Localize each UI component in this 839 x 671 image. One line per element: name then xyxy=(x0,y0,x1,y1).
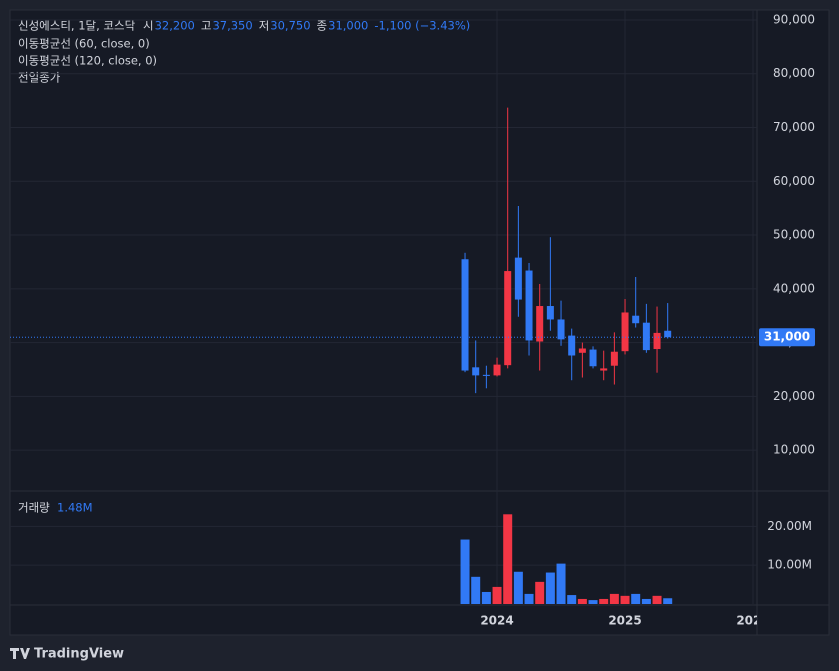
volume-bar xyxy=(663,598,673,604)
candle-body xyxy=(493,364,501,376)
volume-bar xyxy=(524,593,534,604)
candle-body xyxy=(621,312,629,352)
ohlc-label: 종 xyxy=(317,19,328,33)
volume-bar xyxy=(641,598,651,604)
volume-title: 거래량 xyxy=(18,501,50,515)
volume-bar xyxy=(620,595,630,604)
candle-body xyxy=(610,351,618,366)
candle-body xyxy=(664,330,672,338)
candle-body xyxy=(568,335,576,356)
candle-body xyxy=(461,259,469,371)
candle-body xyxy=(642,322,650,351)
candle-body xyxy=(546,306,554,320)
ohlc-value: 30,750 xyxy=(270,19,310,33)
candle-body xyxy=(482,374,490,376)
volume-bar xyxy=(481,591,491,604)
volume-bar xyxy=(588,600,598,604)
indicator[interactable]: 이동평균선 (60, close, 0) xyxy=(18,37,150,51)
candle-body xyxy=(504,271,512,366)
candle-body xyxy=(589,349,597,367)
y-tick-label: 10.00M xyxy=(767,558,812,572)
last-price-label: 31,000 xyxy=(764,330,810,344)
y-tick-label: 20.00M xyxy=(767,519,812,533)
brand[interactable]: TradingView xyxy=(10,647,124,662)
candle-body xyxy=(632,315,640,324)
brand-name: TradingView xyxy=(34,647,124,662)
y-tick-label: 90,000 xyxy=(773,12,815,26)
indicator[interactable]: 이동평균선 (120, close, 0) xyxy=(18,54,157,68)
volume-bar xyxy=(556,563,566,604)
volume-bar xyxy=(652,595,662,604)
volume-bar xyxy=(577,598,587,604)
candle-body xyxy=(514,257,522,300)
volume-bar xyxy=(503,514,513,604)
y-tick-label: 80,000 xyxy=(773,66,815,80)
brand-logo xyxy=(10,648,30,659)
volume-bar xyxy=(599,598,609,604)
volume-bar xyxy=(631,593,641,604)
ohlc-value: 37,350 xyxy=(212,19,252,33)
x-tick-label: 2025 xyxy=(608,614,641,628)
volume-bar xyxy=(535,581,545,604)
volume-bar xyxy=(567,595,577,604)
candle-body xyxy=(557,319,565,340)
candle-body xyxy=(536,306,544,342)
y-tick-label: 20,000 xyxy=(773,389,815,403)
volume-bar xyxy=(471,576,481,604)
volume-value: 1.48M xyxy=(57,501,93,515)
volume-bar xyxy=(545,572,555,604)
y-tick-label: 10,000 xyxy=(773,443,815,457)
ohlc-label: 시 xyxy=(143,19,154,33)
y-tick-label: 50,000 xyxy=(773,228,815,242)
legend: 신성에스티, 1달, 코스닥 시 32,200 고 37,350 저 30,750 종 31,… xyxy=(18,19,470,33)
y-tick-label: 70,000 xyxy=(773,120,815,134)
indicator[interactable]: 전일종가 xyxy=(18,71,61,85)
volume-bar xyxy=(492,586,502,604)
symbol-title: 신성에스티, 1달, 코스닥 xyxy=(18,19,136,33)
y-tick-label: 60,000 xyxy=(773,174,815,188)
volume-bar xyxy=(609,593,619,604)
time-axis: 2024 2025 2026 xyxy=(480,614,769,628)
candle-body xyxy=(653,332,661,350)
last-price-box xyxy=(759,328,815,347)
change: -1,100 (−3.43%) xyxy=(374,19,470,33)
chart-frame xyxy=(9,9,830,636)
candle-body xyxy=(472,367,480,376)
candle-body xyxy=(600,368,608,371)
ohlc-value: 32,200 xyxy=(155,19,195,33)
volume-bar xyxy=(460,539,470,604)
candle-body xyxy=(525,270,533,341)
y-tick-label: 40,000 xyxy=(773,281,815,295)
ohlc-label: 고 xyxy=(201,19,212,33)
x-tick-label: 2026 xyxy=(736,614,769,628)
candle-body xyxy=(578,348,586,353)
ohlc-label: 저 xyxy=(259,19,270,33)
volume-bar xyxy=(513,571,523,604)
ohlc-value: 31,000 xyxy=(328,19,368,33)
x-tick-label: 2024 xyxy=(480,614,513,628)
